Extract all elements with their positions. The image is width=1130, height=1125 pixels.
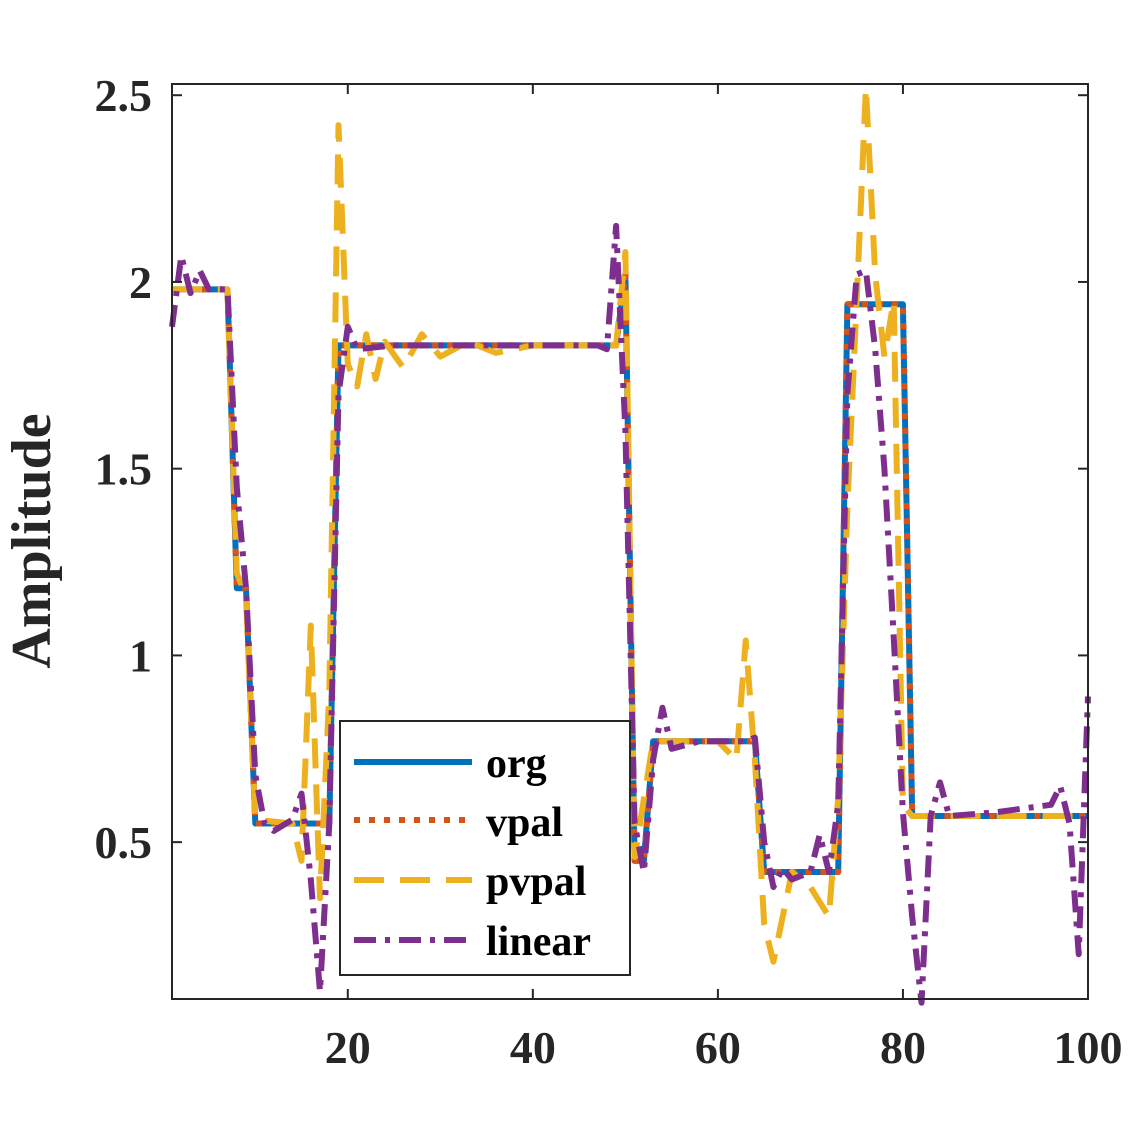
- legend-label-pvpal: pvpal: [486, 859, 586, 905]
- series-line-vpal: [172, 271, 1088, 875]
- x-tick-label: 100: [1054, 1022, 1123, 1073]
- y-tick-label: 2.5: [95, 70, 153, 121]
- y-tick-label: 0.5: [95, 817, 153, 868]
- tick-layer: 20 40 60 80 100 0.5 1 1.5 2 2.5: [95, 70, 1123, 1073]
- legend-label-linear: linear: [486, 919, 591, 965]
- x-tick-label: 60: [695, 1022, 741, 1073]
- series-line-pvpal: [172, 84, 1088, 965]
- x-tick-label: 40: [510, 1022, 556, 1073]
- series-layer: [169, 84, 1091, 1006]
- y-tick-label: 1.5: [95, 444, 153, 495]
- legend-label-vpal: vpal: [486, 800, 563, 846]
- x-tick-label: 20: [325, 1022, 371, 1073]
- y-tick-label: 2: [129, 257, 152, 308]
- legend-label-org: org: [486, 741, 547, 787]
- y-tick-label: 1: [129, 630, 152, 681]
- x-tick-label: 80: [880, 1022, 926, 1073]
- y-axis-title: Amplitude: [1, 413, 63, 668]
- series-line-linear: [169, 222, 1091, 1006]
- legend: org vpal pvpal linear: [339, 720, 631, 976]
- plot-frame: [171, 83, 1089, 1000]
